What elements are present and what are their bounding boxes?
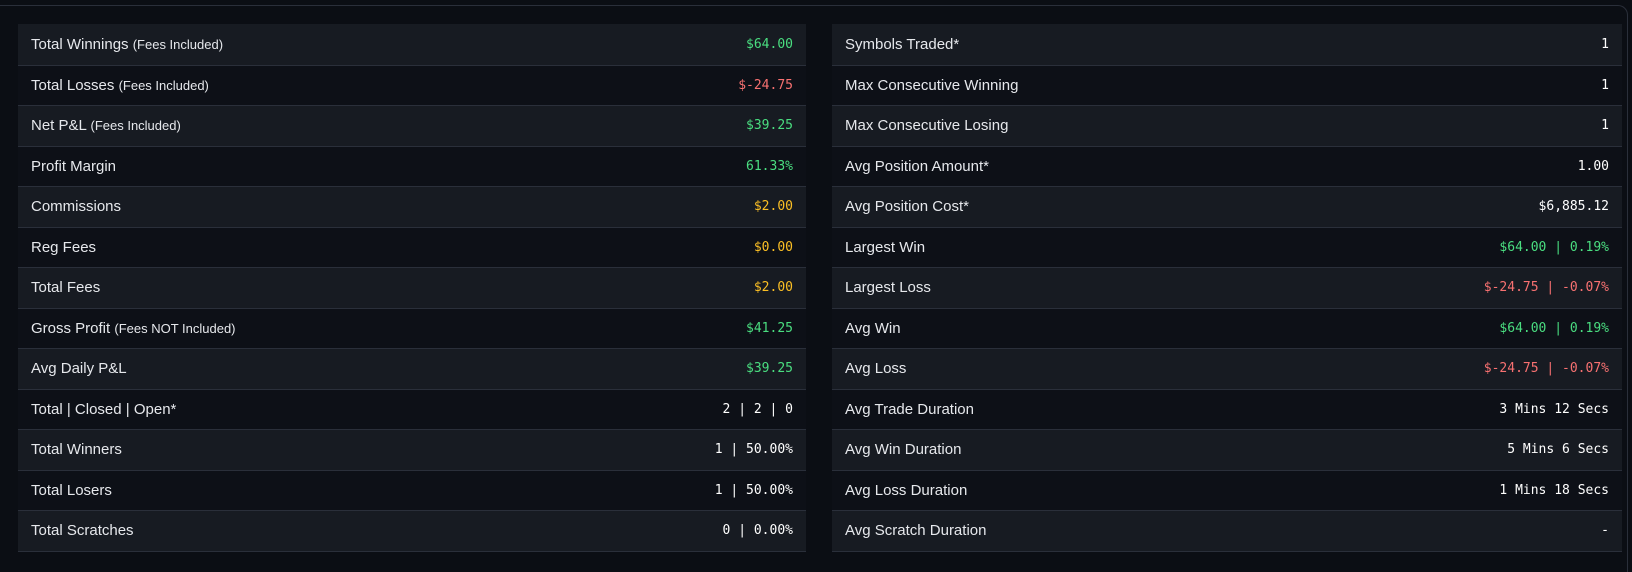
stat-label: Max Consecutive Losing [845,117,1009,135]
stat-row: Reg Fees $0.00 [18,226,806,267]
stat-value: 0 | 0.00% [722,523,793,539]
stat-row: Total Losers 1 | 50.00% [18,469,806,510]
stat-value: 2 | 2 | 0 [722,401,793,417]
stat-value: $41.25 [746,320,793,336]
stat-row: Largest Loss $-24.75 | -0.07% [832,267,1622,308]
stat-row: Total Fees $2.00 [18,267,806,308]
right-stats-panel: Symbols Traded* 1 Max Consecutive Winnin… [832,24,1622,552]
stat-value: $64.00 | 0.19% [1499,239,1609,255]
stat-label: Max Consecutive Winning [845,76,1019,94]
stat-value: $39.25 [746,118,793,134]
stat-label: Avg Trade Duration [845,400,974,418]
stat-label: Profit Margin [31,157,117,175]
stat-label: Avg Loss [845,360,907,378]
stat-value: $-24.75 | -0.07% [1483,361,1609,377]
stat-value: 1.00 [1577,158,1609,174]
stat-value: 1 | 50.00% [714,482,793,498]
stat-value: $2.00 [753,199,793,215]
left-stats-panel: Total Winnings (Fees Included) $64.00 Tot… [18,24,806,552]
stat-value: 1 [1601,36,1609,52]
stat-row: Total Scratches 0 | 0.00% [18,510,806,551]
stat-label: Avg Win [845,319,901,337]
stat-row: Avg Position Cost* $6,885.12 [832,186,1622,227]
stat-label: Avg Daily P&L [31,360,127,378]
stat-row: Avg Win $64.00 | 0.19% [832,307,1622,348]
stat-row: Avg Position Amount* 1.00 [832,145,1622,186]
stat-row: Avg Loss Duration 1 Mins 18 Secs [832,469,1622,510]
stat-label: Avg Scratch Duration [845,522,987,540]
stat-label: Reg Fees [31,238,97,256]
stat-value: 1 [1601,77,1609,93]
stat-label: Symbols Traded* [845,35,960,53]
stat-label: Total | Closed | Open* [31,400,177,418]
stat-value: $6,885.12 [1538,199,1609,215]
stat-label: Avg Position Amount* [845,157,989,175]
stat-row: Max Consecutive Losing 1 [832,105,1622,146]
stat-label: Total Winners [31,441,122,459]
stat-value: 1 [1601,118,1609,134]
stat-row: Total Winnings (Fees Included) $64.00 [18,24,806,65]
stat-row: Commissions $2.00 [18,186,806,227]
stat-value: $64.00 | 0.19% [1499,320,1609,336]
stat-label: Avg Win Duration [845,441,962,459]
stat-label: Commissions [31,198,122,216]
stat-label: Total Winnings (Fees Included) [31,35,224,53]
stat-row: Total Losses (Fees Included) $-24.75 [18,64,806,105]
stat-row: Largest Win $64.00 | 0.19% [832,226,1622,267]
stat-label: Gross Profit (Fees NOT Included) [31,319,236,337]
stat-label: Total Scratches [31,522,134,540]
stat-row: Profit Margin 61.33% [18,145,806,186]
stat-row: Gross Profit (Fees NOT Included) $41.25 [18,307,806,348]
stat-label: Largest Win [845,238,926,256]
stat-value: $0.00 [753,239,793,255]
stats-card-frame [0,5,1628,572]
stat-label: Avg Position Cost* [845,198,969,216]
stat-value: 5 Mins 6 Secs [1507,442,1609,458]
stat-label: Net P&L (Fees Included) [31,117,181,135]
stat-row: Avg Loss $-24.75 | -0.07% [832,348,1622,389]
stat-row: Avg Trade Duration 3 Mins 12 Secs [832,388,1622,429]
stat-label: Total Losses (Fees Included) [31,76,209,94]
stat-value: 61.33% [746,158,793,174]
stat-row: Symbols Traded* 1 [832,24,1622,65]
stat-row: Avg Daily P&L $39.25 [18,348,806,389]
stat-value: $64.00 [746,36,793,52]
stat-value: $2.00 [753,280,793,296]
stat-label: Largest Loss [845,279,931,297]
stat-label: Avg Loss Duration [845,481,968,499]
stat-row: Net P&L (Fees Included) $39.25 [18,105,806,146]
stat-value: $-24.75 | -0.07% [1483,280,1609,296]
stat-row: Avg Scratch Duration - [832,510,1622,551]
stat-row: Total Winners 1 | 50.00% [18,429,806,470]
stat-value: 1 Mins 18 Secs [1499,482,1609,498]
stat-row: Avg Win Duration 5 Mins 6 Secs [832,429,1622,470]
stat-label: Total Fees [31,279,101,297]
stat-value: $-24.75 [738,77,793,93]
stat-value: 3 Mins 12 Secs [1499,401,1609,417]
stat-value: $39.25 [746,361,793,377]
stat-row: Total | Closed | Open* 2 | 2 | 0 [18,388,806,429]
stat-row: Max Consecutive Winning 1 [832,64,1622,105]
stat-label: Total Losers [31,481,112,499]
stat-value: - [1601,523,1609,539]
stat-value: 1 | 50.00% [714,442,793,458]
